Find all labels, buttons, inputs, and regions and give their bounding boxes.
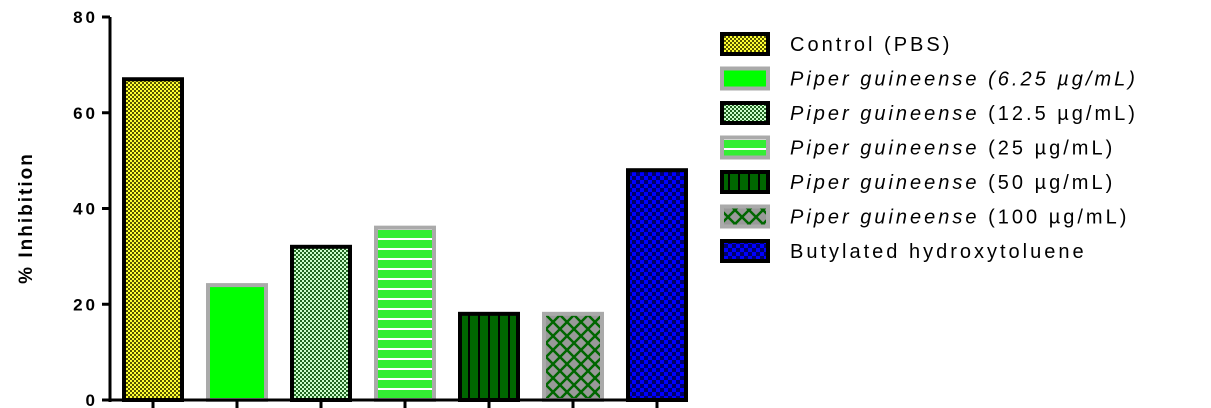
legend-label-6: Piper guineense (100 µg/mL) bbox=[790, 207, 1129, 229]
bar-4 bbox=[374, 225, 436, 402]
y-tick-label: 80 bbox=[73, 8, 98, 27]
legend-swatch-5 bbox=[720, 170, 770, 194]
legend-label-part: Piper guineense bbox=[790, 103, 980, 125]
legend-label-7: Butylated hydroxytoluene bbox=[790, 241, 1087, 263]
legend-label-part: Piper guineense (6.25 µg/mL) bbox=[790, 69, 1138, 91]
legend-label-1: Control (PBS) bbox=[790, 34, 952, 56]
legend-swatch-6 bbox=[720, 204, 770, 229]
legend: Control (PBS) Piper guineense (6.25 µg/mL… bbox=[720, 32, 1138, 263]
legend-label-part: Piper guineense bbox=[790, 138, 980, 160]
y-tick-label: 40 bbox=[73, 200, 98, 219]
bar-2 bbox=[206, 283, 268, 403]
legend-swatch-2 bbox=[720, 66, 770, 91]
legend-label-5: Piper guineense (50 µg/mL) bbox=[790, 172, 1115, 194]
y-tick-label: 0 bbox=[86, 391, 98, 408]
legend-swatch-7 bbox=[720, 239, 770, 263]
bar-3 bbox=[290, 244, 352, 402]
bar-7 bbox=[626, 168, 688, 402]
bar-5 bbox=[458, 311, 520, 403]
legend-label-3: Piper guineense (12.5 µg/mL) bbox=[790, 103, 1138, 125]
legend-label-part: Piper guineense bbox=[790, 207, 980, 229]
y-tick-label: 20 bbox=[73, 295, 98, 314]
legend-label-part: (50 µg/mL) bbox=[980, 172, 1116, 194]
bar-6 bbox=[542, 311, 604, 403]
legend-swatch-3 bbox=[720, 101, 770, 125]
bar-1 bbox=[122, 77, 184, 403]
legend-label-part: (100 µg/mL) bbox=[980, 207, 1130, 229]
legend-label-4: Piper guineense (25 µg/mL) bbox=[790, 138, 1115, 160]
y-axis-label: % Inhibition bbox=[16, 152, 37, 284]
y-tick-label: 60 bbox=[73, 104, 98, 123]
legend-swatch-4 bbox=[720, 135, 770, 160]
legend-swatch-1 bbox=[720, 32, 770, 56]
legend-label-part: Butylated hydroxytoluene bbox=[790, 241, 1087, 263]
legend-label-2: Piper guineense (6.25 µg/mL) bbox=[790, 69, 1138, 91]
plot-area: 0 20 40 60 80 % Inhibition bbox=[16, 8, 688, 408]
legend-label-part: Control (PBS) bbox=[790, 34, 952, 56]
legend-label-part: Piper guineense bbox=[790, 172, 980, 194]
legend-label-part: (25 µg/mL) bbox=[980, 138, 1116, 160]
legend-label-part: (12.5 µg/mL) bbox=[980, 103, 1138, 125]
